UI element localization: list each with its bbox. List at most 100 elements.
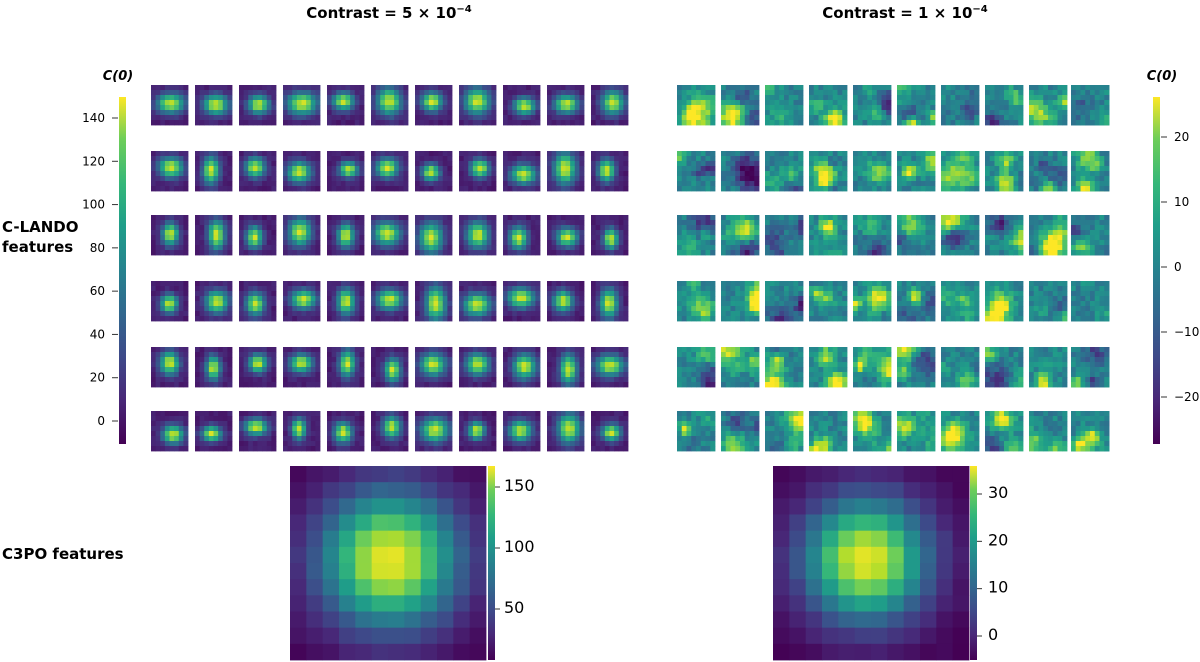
colorbar-tick-label: 140 — [82, 111, 105, 125]
right-feature-r3-c2 — [721, 215, 760, 256]
right-feature-r6-c11 — [1071, 411, 1110, 452]
left-feature-grid — [151, 85, 629, 452]
left-feature-r1-c8 — [459, 85, 497, 126]
left-feature-r5-c7 — [415, 347, 453, 388]
left-feature-r1-c9 — [503, 85, 541, 126]
left-feature-r5-c11 — [591, 347, 629, 388]
right-feature-r3-c7 — [941, 215, 980, 256]
right-feature-r1-c8 — [985, 85, 1024, 126]
left-feature-r5-c8 — [459, 347, 497, 388]
left-feature-r3-c11 — [591, 215, 629, 256]
colorbar-tick-label: −10 — [1174, 325, 1199, 339]
right-feature-r4-c6 — [897, 281, 936, 322]
left-feature-r5-c9 — [503, 347, 541, 388]
left-feature-r1-c3 — [239, 85, 277, 126]
c3po-label: C3PO features — [2, 545, 124, 563]
right-feature-r1-c5 — [853, 85, 892, 126]
left-feature-r3-c7 — [415, 215, 453, 256]
right-feature-r5-c1 — [677, 347, 716, 388]
colorbar-tick-label: 30 — [988, 483, 1008, 502]
c-lando-label-2: features — [2, 238, 73, 256]
colorbar-tick-label: 20 — [90, 371, 105, 385]
colorbar-tick-label: 10 — [1174, 195, 1189, 209]
left-feature-r5-c5 — [327, 347, 365, 388]
right-feature-r6-c4 — [809, 411, 848, 452]
left-feature-r3-c9 — [503, 215, 541, 256]
right-feature-r3-c4 — [809, 215, 848, 256]
right-feature-r1-c11 — [1071, 85, 1110, 126]
left-feature-r2-c2 — [195, 151, 233, 192]
left-feature-r6-c1 — [151, 411, 189, 452]
colorbar-tick-label: 80 — [90, 241, 105, 255]
right-feature-r6-c1 — [677, 411, 716, 452]
colorbar-tick-label: 0 — [1174, 260, 1182, 274]
left-feature-r6-c7 — [415, 411, 453, 452]
left-feature-r5-c10 — [547, 347, 585, 388]
c3po-right-colorbar-ticks: 30 20 10 0 — [977, 483, 1008, 644]
left-feature-r4-c11 — [591, 281, 629, 322]
left-feature-r2-c6 — [371, 151, 409, 192]
left-feature-r3-c1 — [151, 215, 189, 256]
right-feature-r4-c3 — [765, 281, 804, 322]
right-feature-r4-c7 — [941, 281, 980, 322]
right-panel-title: Contrast = 1 × 10−4 — [822, 4, 988, 22]
right-feature-r1-c9 — [1029, 85, 1068, 126]
right-colorbar — [1153, 97, 1160, 444]
right-feature-r1-c2 — [721, 85, 760, 126]
right-feature-r6-c2 — [721, 411, 760, 452]
right-feature-r4-c4 — [809, 281, 848, 322]
right-feature-r3-c9 — [1029, 215, 1068, 256]
left-feature-r3-c8 — [459, 215, 497, 256]
c3po-right-heatmap — [773, 466, 970, 661]
right-feature-r2-c2 — [721, 151, 760, 192]
left-feature-r4-c4 — [283, 281, 321, 322]
right-feature-r5-c11 — [1071, 347, 1110, 388]
right-feature-r6-c5 — [853, 411, 892, 452]
right-feature-r4-c11 — [1071, 281, 1110, 322]
left-feature-r2-c7 — [415, 151, 453, 192]
left-feature-r5-c4 — [283, 347, 321, 388]
left-feature-r3-c2 — [195, 215, 233, 256]
left-feature-r1-c11 — [591, 85, 629, 126]
right-feature-r4-c8 — [985, 281, 1024, 322]
right-feature-r6-c6 — [897, 411, 936, 452]
right-feature-r6-c8 — [985, 411, 1024, 452]
colorbar-tick-label: 0 — [97, 414, 105, 428]
left-feature-r3-c4 — [283, 215, 321, 256]
left-feature-r3-c3 — [239, 215, 277, 256]
colorbar-tick-label: 100 — [504, 537, 535, 556]
left-feature-r6-c3 — [239, 411, 277, 452]
right-feature-grid — [677, 85, 1110, 452]
left-feature-r6-c9 — [503, 411, 541, 452]
c3po-left-heatmap — [290, 466, 487, 661]
right-feature-r3-c6 — [897, 215, 936, 256]
left-feature-r1-c2 — [195, 85, 233, 126]
right-feature-r2-c7 — [941, 151, 980, 192]
right-feature-r3-c1 — [677, 215, 716, 256]
left-feature-r1-c6 — [371, 85, 409, 126]
right-feature-r3-c5 — [853, 215, 892, 256]
left-feature-r6-c6 — [371, 411, 409, 452]
c3po-right-cells — [773, 466, 970, 661]
right-feature-r2-c11 — [1071, 151, 1110, 192]
left-feature-r2-c8 — [459, 151, 497, 192]
right-feature-r1-c7 — [941, 85, 980, 126]
left-colorbar — [119, 97, 126, 444]
left-feature-r2-c4 — [283, 151, 321, 192]
right-feature-r2-c3 — [765, 151, 804, 192]
left-feature-r1-c5 — [327, 85, 365, 126]
right-feature-r5-c7 — [941, 347, 980, 388]
left-colorbar-ticks: 140 120 100 80 60 40 20 0 — [82, 111, 118, 428]
c3po-left-colorbar — [488, 466, 495, 660]
left-feature-r4-c3 — [239, 281, 277, 322]
left-feature-r1-c4 — [283, 85, 321, 126]
colorbar-tick-label: 0 — [988, 625, 998, 644]
right-feature-r2-c8 — [985, 151, 1024, 192]
left-feature-r3-c5 — [327, 215, 365, 256]
left-feature-r4-c10 — [547, 281, 585, 322]
colorbar-tick-label: 100 — [82, 198, 105, 212]
right-feature-r5-c3 — [765, 347, 804, 388]
colorbar-tick-label: 20 — [1174, 130, 1189, 144]
right-feature-r4-c9 — [1029, 281, 1068, 322]
right-feature-r3-c3 — [765, 215, 804, 256]
